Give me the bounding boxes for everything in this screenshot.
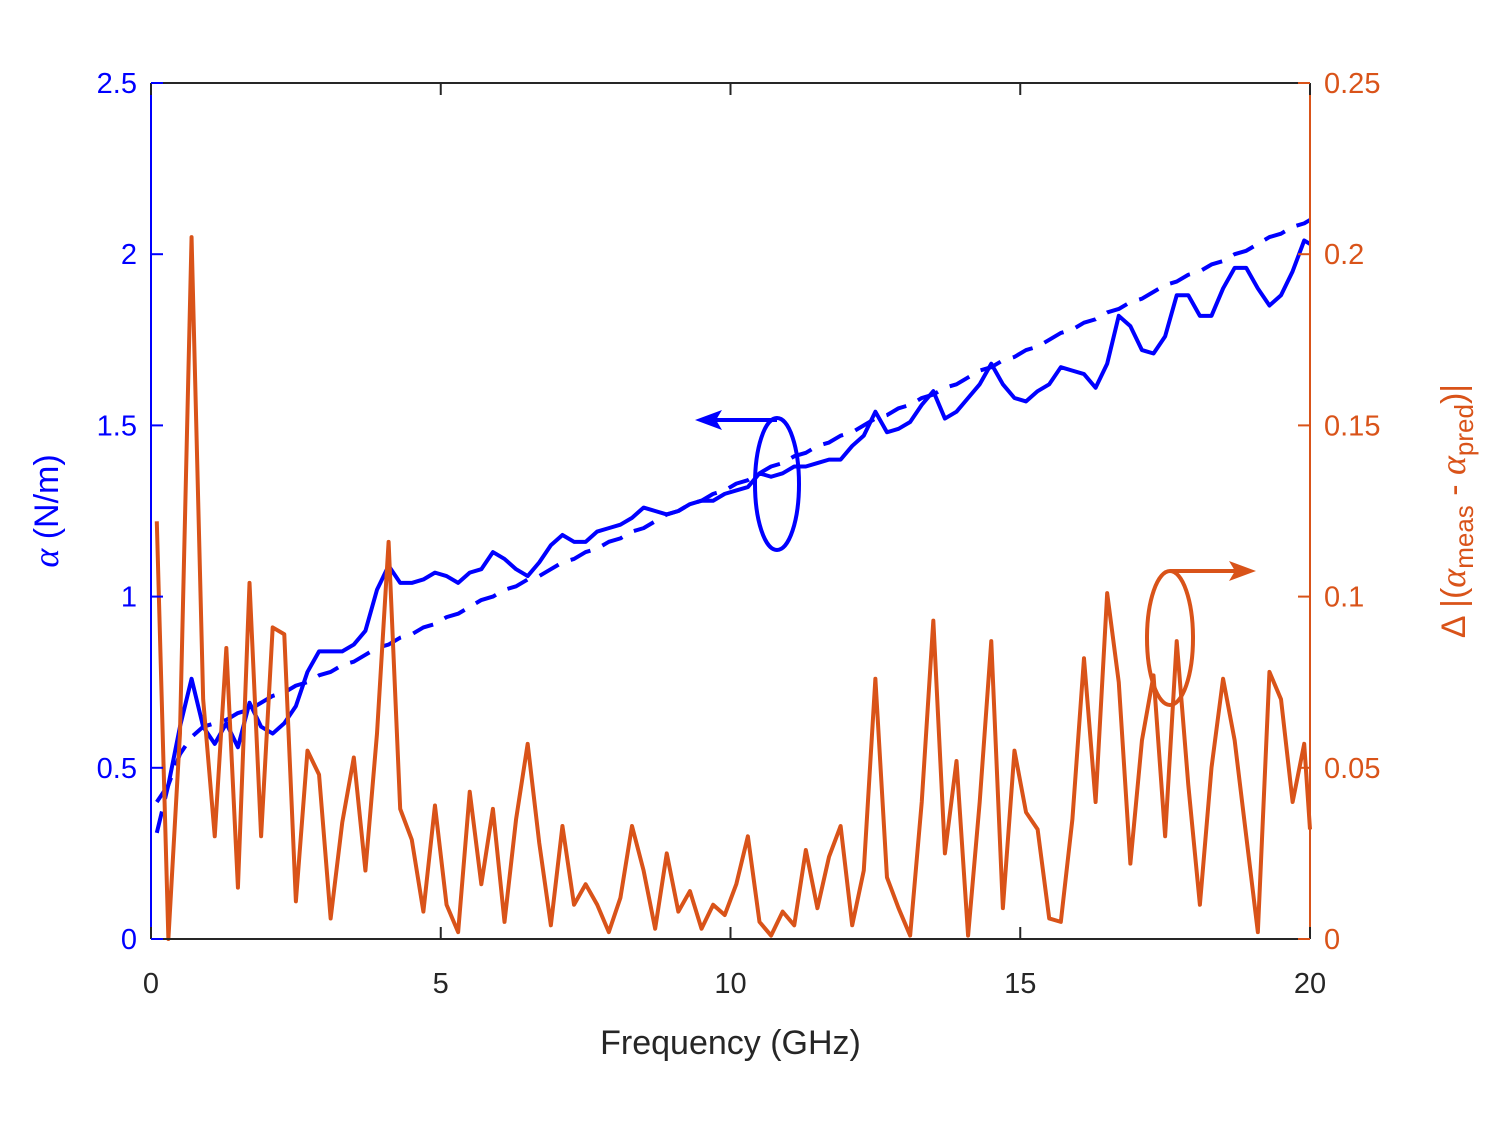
y2-axis-label-part: Δ |( — [1435, 587, 1473, 638]
y2-axis-label-part: α — [1433, 568, 1473, 588]
y2-axis-label-part: meas — [1449, 505, 1479, 569]
y2-tick-label: 0.1 — [1324, 582, 1364, 614]
y-tick-label: 0 — [121, 924, 137, 956]
x-tick-label: 0 — [143, 968, 159, 1000]
y-tick-label: 2.5 — [97, 68, 137, 100]
x-tick-label: 10 — [714, 968, 746, 1000]
y2-axis-label: Δ |(αmeas - αpred)| — [1433, 384, 1479, 638]
blue-arrowhead — [695, 410, 722, 430]
y2-axis-label-part: pred — [1449, 404, 1479, 456]
y-tick-label: 0.5 — [97, 753, 137, 785]
y-axis-label: α (N/m) — [26, 454, 66, 567]
x-tick-label: 20 — [1294, 968, 1326, 1000]
y2-axis-label-part: )| — [1435, 384, 1473, 404]
y2-tick-label: 0 — [1324, 924, 1340, 956]
y2-tick-label: 0.15 — [1324, 410, 1380, 442]
y2-tick-label: 0.05 — [1324, 753, 1380, 785]
data-line — [154, 218, 1312, 834]
blue-ellipse — [753, 416, 801, 552]
y-tick-label: 1.5 — [97, 410, 137, 442]
y-axis-label-part: α — [26, 548, 66, 568]
x-axis-label: Frequency (GHz) — [600, 1024, 861, 1062]
data-line — [154, 235, 1312, 941]
annotations — [695, 410, 1256, 707]
x-tick-label: 5 — [433, 968, 449, 1000]
data-line — [155, 238, 1312, 804]
y-tick-label: 1 — [121, 582, 137, 614]
y2-tick-label: 0.25 — [1324, 68, 1380, 100]
x-tick-label: 15 — [1004, 968, 1036, 1000]
y2-tick-label: 0.2 — [1324, 239, 1364, 271]
orange-arrowhead — [1229, 561, 1256, 581]
y-tick-label: 2 — [121, 239, 137, 271]
y2-axis-label-part: α — [1433, 455, 1473, 475]
y2-axis-label-part: - — [1435, 475, 1473, 505]
y-axis-label-part: (N/m) — [28, 454, 66, 548]
